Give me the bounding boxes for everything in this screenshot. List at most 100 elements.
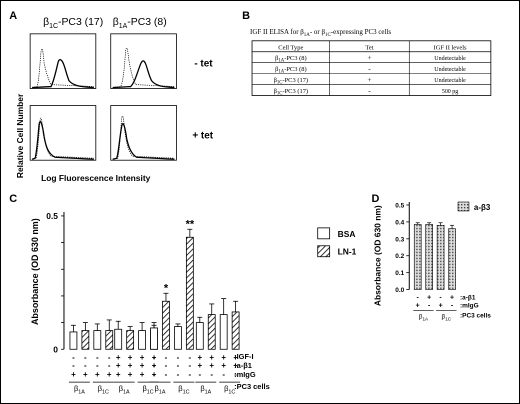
- condition-sign-igf: -: [84, 353, 87, 362]
- condition-sign-ab: -: [96, 361, 99, 370]
- condition-sign-ab: +: [221, 361, 226, 370]
- row-label-migg: :mIgG: [234, 370, 256, 379]
- row-label-ab1: :a-β1: [460, 295, 476, 302]
- bar-bsa: [138, 330, 146, 350]
- row-label-pc3: :PC3 cells: [460, 312, 491, 319]
- row-label-migg: :mIgG: [460, 302, 479, 309]
- condition-sign-ab: +: [233, 361, 238, 370]
- panel-c-conditions: - - - - + + + +- - - - + + + +- - - - + + + +- - - - + + + ++ + + + + + + +…: [68, 352, 270, 395]
- svg-text:β1A-PC3 (8): β1A-PC3 (8): [275, 66, 307, 74]
- svg-text:+: +: [367, 75, 371, 84]
- svg-text:Undetectable: Undetectable: [434, 78, 466, 84]
- condition-sign-igf: -: [153, 353, 156, 362]
- condition-sign-igf: +: [233, 353, 238, 362]
- y-tick-label: 0.4: [395, 219, 404, 226]
- svg-text:Undetectable: Undetectable: [434, 56, 466, 62]
- row-label-pc3: :PC3 cells: [234, 382, 270, 391]
- bar-bsa: [150, 327, 158, 350]
- condition-sign-ab: -: [439, 295, 442, 302]
- svg-text:-: -: [368, 86, 371, 95]
- svg-text:-: -: [368, 64, 371, 73]
- significance-marker: **: [186, 218, 195, 230]
- condition-sign-ab: -: [165, 361, 168, 370]
- condition-sign-ab: +: [197, 361, 202, 370]
- condition-sign-igf: +: [116, 353, 121, 362]
- bar-bsa: [195, 322, 204, 350]
- panel-c-legend: BSA LN-1: [317, 227, 357, 258]
- table-header-cell-type: Cell Type: [278, 44, 303, 51]
- table-row: β1C-PC3 (17) + Undetectable: [274, 75, 467, 85]
- cell-type-label: β1C: [441, 313, 451, 321]
- condition-sign-igf: +: [209, 353, 214, 362]
- condition-sign-ab: +: [116, 361, 121, 370]
- bar-ab3: [436, 224, 445, 290]
- svg-text:+: +: [367, 53, 371, 62]
- cell-type-label: β1C: [142, 384, 153, 395]
- condition-sign-migg: +: [128, 370, 133, 379]
- condition-sign-ab: -: [189, 361, 192, 370]
- condition-sign-migg: +: [107, 370, 112, 379]
- condition-sign-ab: -: [417, 295, 420, 302]
- table-row: β1A-PC3 (8) + Undetectable: [275, 53, 466, 63]
- table-row: β1C-PC3 (17) - 500 pg: [274, 86, 459, 96]
- svg-text:Undetectable: Undetectable: [434, 67, 466, 73]
- bar-ln1: [231, 311, 240, 350]
- panel-d-ylabel: Absorbance (OD 630 nm): [372, 205, 382, 306]
- igf-table: Cell Type Tet IGF II levels β1A-PC3 (8) …: [251, 40, 492, 97]
- condition-sign-igf: +: [197, 353, 202, 362]
- y-tick-label: 0: [53, 344, 58, 354]
- condition-sign-migg: -: [177, 370, 180, 379]
- bar-bsa: [114, 328, 123, 350]
- histogram-b1a-minus-tet: [110, 33, 177, 89]
- condition-sign-migg: +: [116, 370, 121, 379]
- bar-ab3: [425, 224, 433, 290]
- condition-sign-migg: -: [222, 370, 225, 379]
- legend-swatch-ab3: [457, 201, 470, 212]
- condition-sign-migg: +: [439, 302, 443, 309]
- cell-type-label: β1C: [178, 384, 189, 395]
- condition-sign-migg: -: [210, 370, 213, 379]
- bar-bsa: [219, 314, 228, 350]
- chart-d: 0.0 0.1 0.2 0.3 0.4 0.5: [395, 202, 456, 294]
- bar-bsa: [93, 330, 102, 350]
- condition-sign-migg: +: [140, 370, 145, 379]
- panel-b-letter: B: [242, 10, 250, 22]
- col1-header: β1C-PC3 (17): [43, 17, 103, 30]
- condition-sign-migg: -: [234, 370, 237, 379]
- cell-type-label: β1C: [224, 384, 235, 395]
- table-header-tet: Tet: [365, 44, 373, 51]
- panel-c-letter: C: [9, 193, 17, 205]
- panel-d: D Absorbance (OD 630 nm) 0.0 0.1 0.2 0.3 0.4…: [371, 193, 491, 321]
- condition-sign-migg: -: [165, 370, 168, 379]
- svg-text:β1C-PC3 (17): β1C-PC3 (17): [274, 77, 309, 85]
- bar-ab3: [413, 224, 422, 290]
- cell-type-label: β1A: [419, 313, 429, 321]
- condition-sign-ab: +: [140, 361, 145, 370]
- condition-sign-migg: -: [189, 370, 192, 379]
- condition-sign-igf: -: [96, 353, 99, 362]
- y-tick-label: 0.0: [395, 287, 404, 294]
- row-label-minus-tet: - tet: [194, 59, 213, 70]
- svg-text:β1C-PC3 (17): β1C-PC3 (17): [274, 88, 309, 96]
- y-tick-label: 0.2: [395, 253, 404, 260]
- legend-label-bsa: BSA: [338, 229, 356, 239]
- condition-sign-igf: +: [221, 353, 226, 362]
- panel-a-xlabel: Log Fluorescence Intensity: [41, 173, 151, 183]
- svg-text:β1A-PC3 (8): β1A-PC3 (8): [275, 55, 307, 63]
- bar-ln1: [185, 236, 194, 350]
- condition-sign-migg: -: [428, 302, 431, 309]
- panel-c-ylabel: Absorbance (OD 630 nm): [30, 218, 40, 325]
- bar-ln1: [81, 330, 90, 350]
- legend-swatch-ln1: [317, 245, 331, 258]
- panel-a-ylabel: Relative Cell Number: [15, 93, 25, 178]
- condition-sign-ab: +: [427, 295, 431, 302]
- svg-text:500 pg: 500 pg: [442, 89, 458, 95]
- y-tick-label: 0.3: [395, 236, 404, 243]
- legend-swatch-bsa: [317, 227, 331, 240]
- condition-sign-igf: -: [72, 353, 75, 362]
- condition-sign-migg: +: [95, 370, 100, 379]
- bar-bsa: [174, 326, 182, 350]
- panel-b-title: IGF II ELISA for β1A- or β1C-expressing …: [250, 28, 391, 38]
- histogram-b1c-plus-tet: [29, 105, 97, 161]
